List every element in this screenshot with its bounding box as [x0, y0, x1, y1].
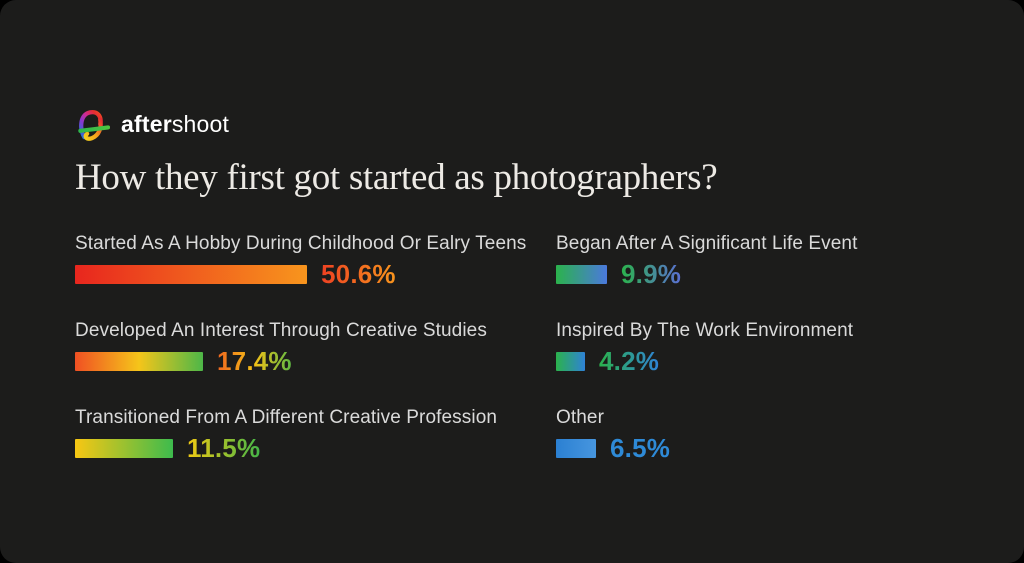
chart-row: Developed An Interest Through Creative S…	[75, 319, 556, 376]
bar-line: 6.5%	[556, 432, 964, 463]
bar-label: Developed An Interest Through Creative S…	[75, 319, 487, 341]
bar-value-label: 17.4%	[217, 345, 292, 376]
bar-value-label: 4.2%	[599, 345, 660, 376]
bar	[75, 351, 203, 371]
logo-text-bold: after	[121, 111, 172, 137]
bar-line: 50.6%	[75, 258, 556, 289]
bar-label: Started As A Hobby During Childhood Or E…	[75, 232, 527, 254]
chart-row: Other 6.5%	[556, 406, 964, 463]
bar-label: Began After A Significant Life Event	[556, 232, 858, 254]
bar-line: 4.2%	[556, 345, 964, 376]
bar-label: Other	[556, 406, 605, 428]
bar-chart: Started As A Hobby During Childhood Or E…	[75, 233, 964, 494]
bar-value-label: 50.6%	[321, 258, 396, 289]
chart-row: Started As A Hobby During Childhood Or E…	[75, 232, 556, 289]
chart-row: Began After A Significant Life Event 9.9…	[556, 232, 964, 289]
page-title: How they first got started as photograph…	[75, 157, 718, 198]
bar	[75, 438, 173, 458]
aftershoot-logo-icon	[75, 107, 110, 142]
bar-label: Transitioned From A Different Creative P…	[75, 406, 498, 428]
bar-value-label: 6.5%	[610, 432, 671, 463]
bar	[556, 351, 585, 371]
bar-line: 17.4%	[75, 345, 556, 376]
bar-label: Inspired By The Work Environment	[556, 319, 854, 341]
bar-value-label: 9.9%	[621, 258, 682, 289]
logo-text-light: shoot	[171, 111, 230, 137]
chart-column-left: Started As A Hobby During Childhood Or E…	[75, 233, 556, 494]
aftershoot-logo: aftershoot	[75, 106, 964, 143]
bar	[556, 438, 596, 458]
bar-value-label: 11.5%	[187, 432, 261, 463]
aftershoot-logo-text: aftershoot	[121, 113, 229, 136]
chart-row: Transitioned From A Different Creative P…	[75, 406, 556, 463]
chart-column-right: Began After A Significant Life Event 9.9…	[556, 233, 964, 494]
bar-line: 9.9%	[556, 258, 964, 289]
bar	[556, 264, 607, 284]
bar-line: 11.5%	[75, 432, 556, 463]
bar	[75, 264, 307, 284]
chart-row: Inspired By The Work Environment 4.2%	[556, 319, 964, 376]
